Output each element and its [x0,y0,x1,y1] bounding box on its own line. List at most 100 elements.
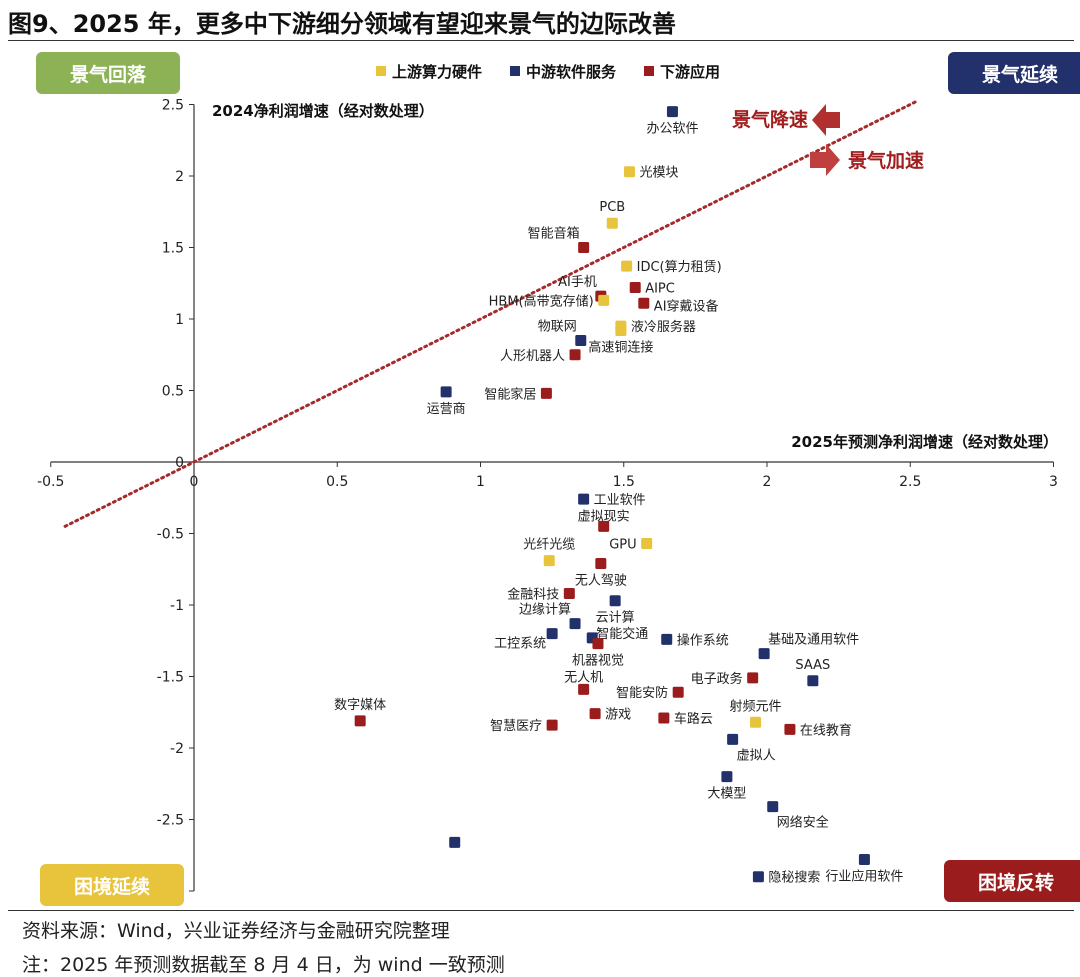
data-point [575,334,587,346]
data-label: PCB [599,200,625,215]
legend-label: 中游软件服务 [526,63,617,81]
data-point [727,733,739,745]
legend-label: 上游算力硬件 [392,63,482,81]
data-point [578,242,590,253]
data-label: AIPC [645,282,675,297]
legend-label: 下游应用 [660,63,720,81]
reference-line [63,100,918,528]
data-label: 在线教育 [800,722,852,738]
data-point [661,633,673,645]
data-label: 电子政务 [691,671,743,687]
y-tick-label: 2 [175,169,184,185]
scatter-chart: -0.5 0 0.5 1 1.5 2 2.5 3 2.5 2 1.5 1 0.5 0 -0.5 -1 -1.5 -… [37,63,1058,892]
data-label: 无人机 [564,670,603,685]
data-label: 虚拟现实 [578,509,630,524]
quadrant-badge-bottom-left: 困境延续 [40,864,184,906]
y-tick-label: -1 [170,598,184,614]
data-point [569,349,581,361]
data-label: 人形机器人 [500,349,565,364]
y-tick-label: -1.5 [157,670,184,686]
data-point [767,801,779,813]
data-point [440,386,452,398]
data-point [598,294,610,306]
data-label: 运营商 [427,402,466,417]
arrow-left-icon [812,104,840,136]
data-point [543,555,555,567]
data-label: SAAS [795,658,830,673]
data-label: HBM(高带宽存储) [489,293,594,309]
data-point [546,628,558,640]
data-point [672,686,684,698]
data-label: 网络安全 [777,815,829,831]
data-label: 工控系统 [494,637,546,652]
data-label: 数字媒体 [334,698,386,713]
data-point [638,297,650,309]
data-label: 隐秘搜索 [768,871,820,886]
x-axis-title: 2025年预测净利润增速（经对数处理） [791,433,1058,451]
y-tick-label: -2.5 [157,813,184,829]
data-point [578,493,590,505]
data-point [589,708,601,720]
data-label: 智能音箱 [528,226,580,242]
data-label: 智慧医疗 [490,718,542,734]
data-point [615,324,627,336]
data-label: 光纤光缆 [523,537,575,553]
y-tick-label: 1 [175,312,184,328]
arrow-right-icon [810,144,840,176]
data-point [858,854,870,866]
data-point [750,716,762,728]
data-label: 基础及通用软件 [768,633,859,648]
data-label: 智能安防 [616,685,668,701]
data-point [758,648,770,660]
data-point [752,871,764,883]
data-label: 智能交通 [596,626,648,642]
data-label: 虚拟人 [737,748,776,763]
y-axis-title: 2024净利润增速（经对数处理） [212,102,434,120]
data-label: 机器视觉 [572,654,624,669]
y-tick-label: -2 [170,741,184,757]
x-tick-label: 2.5 [899,474,921,490]
x-tick-label: -0.5 [37,474,64,490]
x-tick-label: 3 [1049,474,1058,490]
data-point [569,618,581,630]
data-point [807,675,819,687]
data-point [606,217,618,229]
data-label: IDC(算力租赁) [637,260,722,275]
data-point [629,282,641,294]
data-label: 无人驾驶 [575,574,627,589]
x-tick-label: 1 [476,474,485,490]
data-label: 光模块 [639,166,678,181]
data-label: 办公软件 [646,122,698,137]
data-label: 液冷服务器 [631,319,696,335]
data-point [354,715,366,727]
y-tick-label: 1.5 [162,241,184,257]
y-tick-label: 0.5 [162,384,184,400]
data-label: 金融科技 [507,587,559,603]
data-label: 物联网 [538,319,577,334]
data-point [747,672,759,684]
data-label: 工业软件 [594,493,646,508]
data-label: AI手机 [558,275,597,290]
data-label: AI穿戴设备 [654,298,719,314]
annotation-slowdown: 景气降速 [732,108,808,131]
data-point [623,166,635,178]
data-point [666,106,678,118]
data-point [609,595,621,607]
legend-marker [510,66,520,76]
quadrant-badge-bottom-right: 困境反转 [944,860,1080,902]
data-point [449,836,461,848]
figure-title: 图9、2025 年，更多中下游细分领域有望迎来景气的边际改善 [8,10,676,38]
data-label: 大模型 [707,787,746,802]
legend-marker [644,66,654,76]
quadrant-badge-top-left: 景气回落 [36,52,180,94]
data-point [598,520,610,532]
data-point [784,723,796,735]
data-point [721,771,733,783]
data-label: 高速铜连接 [588,339,653,355]
y-tick-label: 2.5 [162,98,184,114]
annotation-speedup: 景气加速 [848,149,924,172]
legend-marker [376,66,386,76]
x-tick-label: 0.5 [326,474,348,490]
data-label: 云计算 [596,611,635,626]
